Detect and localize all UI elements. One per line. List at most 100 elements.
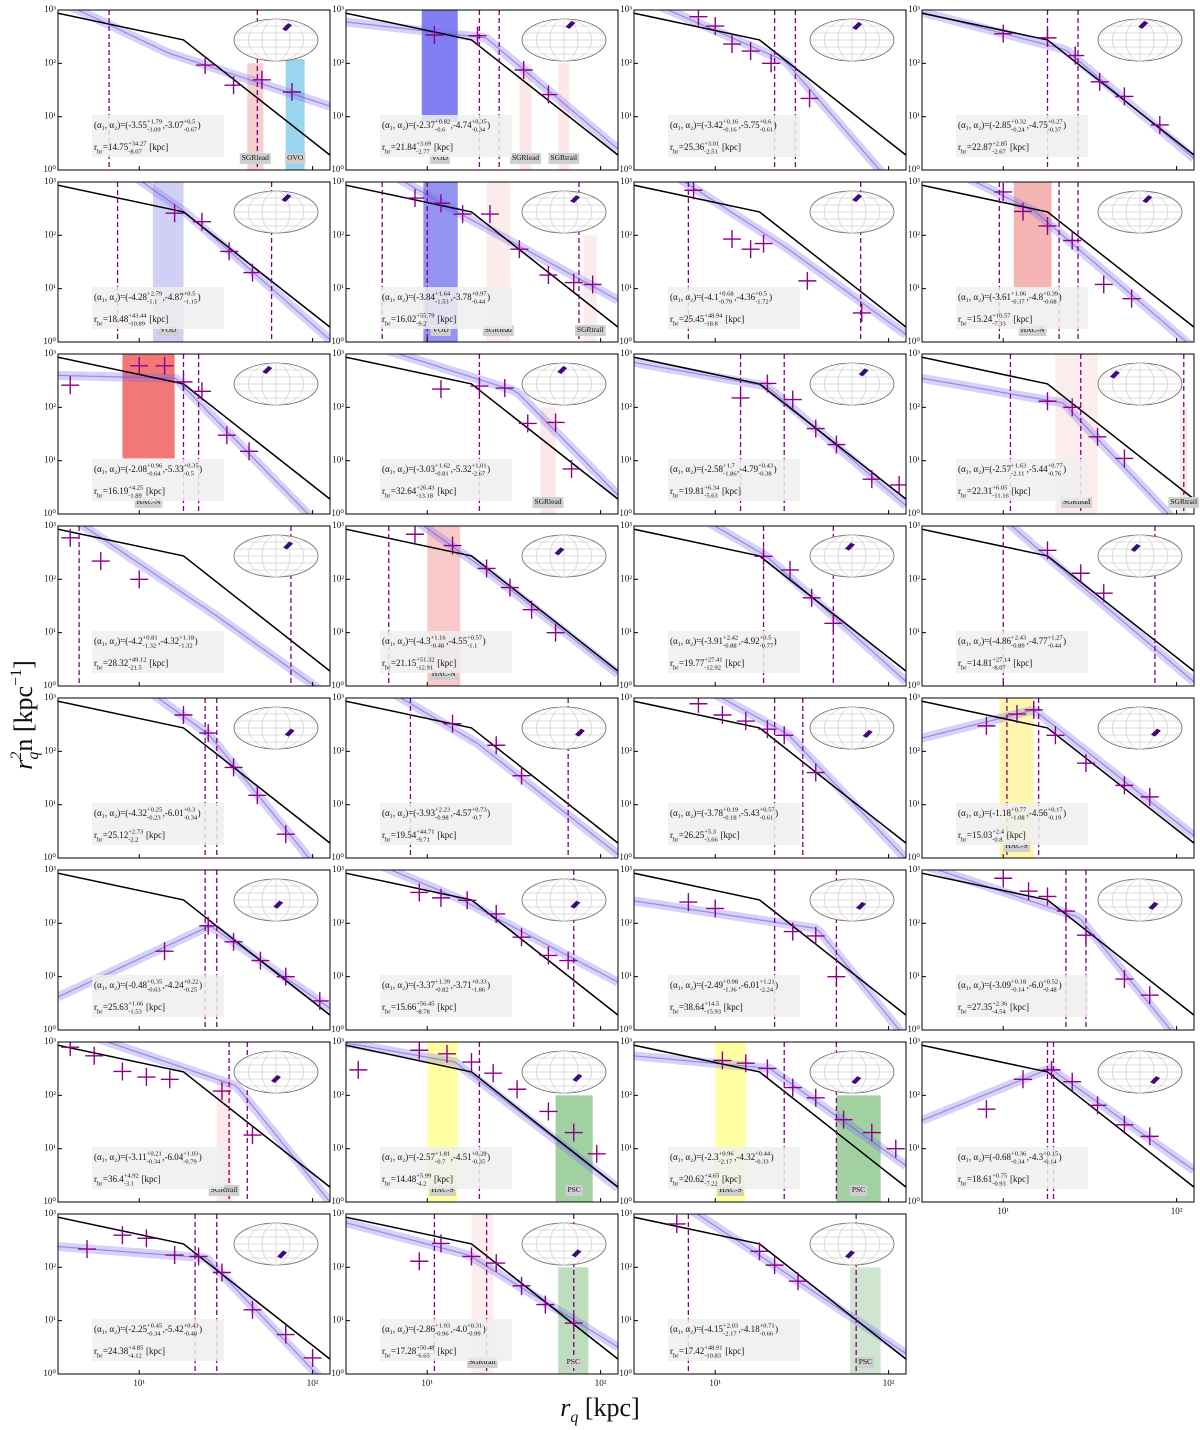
subscript: br bbox=[673, 148, 679, 155]
reference-line bbox=[58, 1044, 330, 1188]
subscript: -4.12 bbox=[128, 1352, 142, 1359]
subscript: -9.71 bbox=[416, 836, 430, 843]
subscript: -1.32 bbox=[143, 642, 157, 649]
annotation-text: r bbox=[670, 486, 673, 496]
panel-frame bbox=[633, 353, 907, 515]
y-label-part: r bbox=[9, 759, 38, 770]
fit-line bbox=[58, 1245, 318, 1374]
subscript: -0.35 bbox=[472, 1158, 486, 1165]
annotation-text: [kpc] bbox=[1008, 142, 1029, 152]
annotation-text: = bbox=[391, 142, 396, 152]
data-point bbox=[224, 76, 243, 95]
reference-line bbox=[58, 12, 330, 156]
superscript: +0.98 bbox=[723, 978, 738, 985]
data-point bbox=[165, 204, 184, 223]
region-band bbox=[122, 354, 175, 459]
superscript: +0.28 bbox=[472, 1150, 487, 1157]
subscript: br bbox=[97, 664, 103, 671]
annotation-text: , bbox=[162, 1152, 164, 1162]
annotation-text: (α₁, α₂)=( bbox=[958, 980, 992, 990]
annotation-text: ) bbox=[198, 120, 201, 130]
y-tick-label: 10⁰ bbox=[43, 1196, 56, 1206]
data-point bbox=[713, 706, 732, 725]
superscript: +26.43 bbox=[416, 484, 434, 491]
data-point bbox=[487, 904, 506, 923]
subscript: br bbox=[97, 836, 103, 843]
sky-patch bbox=[862, 729, 873, 738]
y-tick-label: 10² bbox=[620, 401, 632, 411]
annotation-text: = bbox=[103, 658, 108, 668]
data-point bbox=[1140, 986, 1159, 1005]
subscript: br bbox=[673, 664, 679, 671]
subscript: -0.34 bbox=[147, 1330, 161, 1337]
subscript: -10.83 bbox=[704, 1352, 721, 1359]
annotation-box bbox=[92, 975, 224, 1017]
y-tick-label: 10² bbox=[620, 573, 632, 583]
reference-line bbox=[346, 700, 618, 844]
annotation-text: -2.08 bbox=[128, 464, 147, 474]
annotation-box bbox=[956, 631, 1088, 673]
subscript: -0.64 bbox=[147, 470, 161, 477]
sky-patch bbox=[851, 1076, 862, 1085]
annotation-text: -3.71 bbox=[453, 980, 472, 990]
y-tick-label: 10⁰ bbox=[619, 1196, 632, 1206]
annotation-text: -4.15 bbox=[704, 1324, 723, 1334]
annotation-text: = bbox=[967, 1002, 972, 1012]
subscript: -3.1 bbox=[124, 1180, 134, 1187]
superscript: +2.79 bbox=[147, 290, 162, 297]
annotation-text: (α₁, α₂)=( bbox=[670, 292, 704, 302]
superscript: +0.57 bbox=[467, 634, 483, 641]
sky-patch bbox=[1150, 728, 1161, 737]
data-point bbox=[410, 1252, 429, 1271]
panel bbox=[346, 10, 618, 170]
data-point bbox=[224, 758, 243, 777]
subscript: br bbox=[673, 836, 679, 843]
superscript: +0.77 bbox=[1011, 806, 1027, 813]
data-point bbox=[453, 205, 472, 224]
data-point bbox=[1088, 427, 1107, 446]
annotation-text: [kpc] bbox=[147, 658, 168, 668]
annotation-text: = bbox=[103, 1174, 108, 1184]
annotation-text: , bbox=[163, 464, 165, 474]
y-tick-label: 10¹ bbox=[44, 1143, 56, 1153]
superscript: +0.5 bbox=[184, 290, 196, 297]
data-point bbox=[243, 1126, 262, 1145]
annotation-text: -2.86 bbox=[416, 1324, 435, 1334]
sky-patch bbox=[570, 900, 581, 909]
annotation-text: 15.24 bbox=[972, 314, 993, 324]
band-label: SGRlead bbox=[1063, 497, 1090, 506]
data-point bbox=[583, 275, 602, 294]
annotation-text: ) bbox=[487, 464, 490, 474]
y-tick-label: 10¹ bbox=[620, 1143, 632, 1153]
annotation-text: r bbox=[94, 830, 97, 840]
annotation-box bbox=[668, 803, 800, 845]
data-point bbox=[437, 1044, 456, 1063]
data-point bbox=[754, 547, 773, 566]
annotation-text: (α₁, α₂)=( bbox=[670, 636, 704, 646]
data-point bbox=[212, 1263, 231, 1282]
superscript: +0.82 bbox=[435, 118, 450, 125]
annotation-text: -3.91 bbox=[704, 636, 723, 646]
data-point bbox=[706, 17, 725, 36]
y-tick-label: 10⁰ bbox=[331, 164, 344, 174]
data-point bbox=[1115, 449, 1134, 468]
subscript: br bbox=[385, 148, 391, 155]
annotation-text: ) bbox=[487, 292, 490, 302]
band-label: VOD bbox=[160, 325, 177, 334]
panel-frame bbox=[57, 1041, 331, 1203]
subscript: br bbox=[385, 1008, 391, 1015]
subscript: br bbox=[961, 320, 967, 327]
annotation-text: ) bbox=[199, 464, 202, 474]
annotation-text: -5.42 bbox=[165, 1324, 184, 1334]
data-point bbox=[484, 1064, 503, 1083]
y-tick-label: 10² bbox=[332, 1261, 344, 1271]
data-point bbox=[741, 240, 760, 259]
band-label: SGRlead bbox=[485, 325, 512, 334]
band-label-box bbox=[565, 1185, 583, 1196]
subscript: br bbox=[961, 836, 967, 843]
sky-patch bbox=[858, 368, 869, 377]
y-tick-label: 10¹ bbox=[44, 799, 56, 809]
annotation-text: [kpc] bbox=[1008, 1002, 1029, 1012]
annotation-text: = bbox=[103, 314, 108, 324]
panel-frame bbox=[57, 353, 331, 515]
